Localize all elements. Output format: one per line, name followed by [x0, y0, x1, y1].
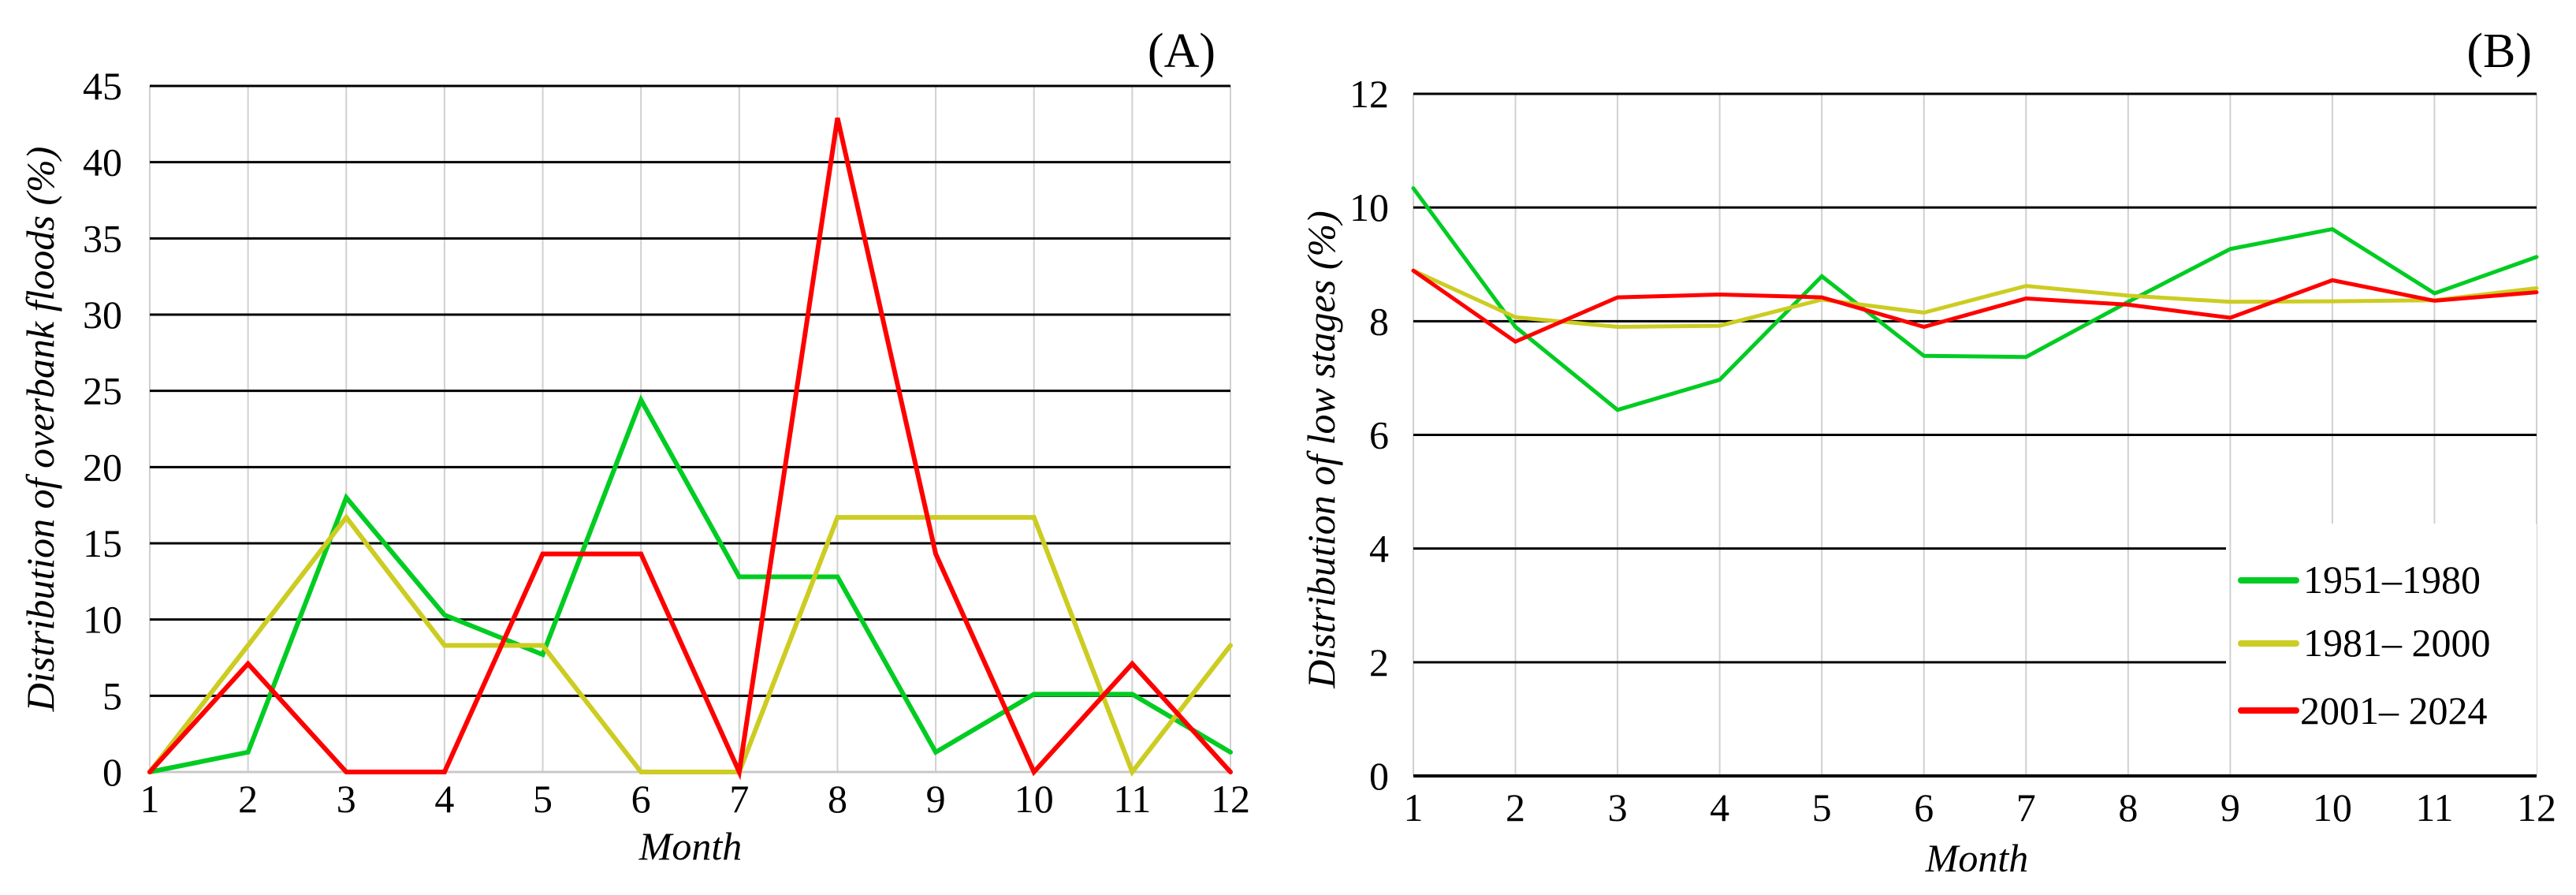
legend-item-1981-2000: 1981– 2000: [2238, 621, 2491, 665]
horizontal-gridlines-b: [1413, 92, 2537, 778]
x-tick-label: 11: [1113, 777, 1151, 821]
legend-background: [2232, 524, 2537, 774]
x-tick-label: 1: [1404, 785, 1424, 830]
legend-label-1981-2000: 1981– 2000: [2303, 621, 2491, 665]
y-tick-label: 30: [83, 293, 122, 337]
y-tick-label: 5: [102, 673, 122, 718]
y-tick-label: 25: [83, 369, 122, 413]
legend-item-1951-1980: 1951–1980: [2238, 558, 2481, 602]
x-tick-label: 10: [2313, 785, 2352, 830]
y-axis-title-b: Distribution of low stages (%): [1299, 211, 1343, 689]
y-tick-label: 2: [1369, 640, 1389, 684]
vertical-gridlines-a: [149, 86, 1231, 772]
x-tick-label: 10: [1014, 777, 1054, 821]
y-tick-labels-b: 0 2 4 6 8 10 12: [1349, 72, 1389, 798]
x-axis-title-b: Month: [1925, 836, 2029, 880]
y-tick-label: 0: [1369, 754, 1389, 798]
series-line-1981-2000: [147, 513, 1233, 778]
x-tick-label: 2: [1506, 785, 1525, 830]
horizontal-gridlines-a: [150, 84, 1230, 774]
x-tick-label: 7: [729, 777, 749, 821]
x-tick-label: 3: [337, 777, 356, 821]
x-tick-label: 1: [140, 777, 160, 821]
series-line-1951-1980: [147, 394, 1233, 774]
series-lines-a: [147, 117, 1233, 781]
x-tick-label: 8: [828, 777, 847, 821]
y-tick-label: 20: [83, 445, 122, 489]
legend-label-2001-2024: 2001– 2024: [2300, 688, 2488, 733]
x-tick-label: 9: [926, 777, 946, 821]
y-tick-label: 4: [1369, 527, 1389, 571]
panel-label-b: (B): [2466, 24, 2532, 78]
y-tick-label: 12: [1349, 72, 1389, 116]
x-tick-label: 6: [631, 777, 651, 821]
legend-label-1951-1980: 1951–1980: [2303, 558, 2481, 602]
series-line-2001-2024: [147, 117, 1233, 781]
x-tick-label: 6: [1914, 785, 1934, 830]
x-tick-labels-b: 1 2 3 4 5 6 7 8 9 10 11 12: [1404, 785, 2557, 830]
y-tick-label: 45: [83, 64, 122, 108]
series-line-1951-1980: [1411, 186, 2539, 412]
y-tick-label: 8: [1369, 299, 1389, 343]
x-tick-labels-a: 1 2 3 4 5 6 7 8 9 10 11 12: [140, 777, 1251, 821]
legend-item-2001-2024: 2001– 2024: [2238, 688, 2488, 733]
x-axis-title-a: Month: [638, 824, 743, 868]
series-line-2001-2024: [1411, 268, 2539, 345]
chart-panel-b: 1951–1980 1981– 2000 2001– 2024 0 2 4 6 8 10 1…: [1299, 24, 2556, 880]
y-tick-labels-a: 0 5 10 15 20 25 30 35 40 45: [83, 64, 122, 794]
series-lines-b: [1411, 186, 2539, 412]
x-tick-label: 4: [434, 777, 454, 821]
y-tick-label: 0: [102, 750, 122, 794]
y-tick-label: 40: [83, 140, 122, 185]
y-tick-label: 35: [83, 216, 122, 260]
x-tick-label: 7: [2016, 785, 2036, 830]
y-tick-label: 6: [1369, 413, 1389, 457]
y-axis-title-a: Distribution of overbank floods (%): [18, 147, 62, 713]
x-tick-label: 9: [2220, 785, 2240, 830]
y-tick-label: 10: [1349, 185, 1389, 229]
x-tick-label: 12: [1211, 777, 1250, 821]
y-tick-label: 10: [83, 598, 122, 642]
x-tick-label: 3: [1608, 785, 1628, 830]
x-tick-label: 8: [2118, 785, 2138, 830]
x-tick-label: 11: [2415, 785, 2453, 830]
x-tick-label: 12: [2517, 785, 2556, 830]
x-tick-label: 5: [1812, 785, 1832, 830]
x-tick-label: 4: [1710, 785, 1729, 830]
x-tick-label: 5: [533, 777, 553, 821]
series-line-1981-2000: [1411, 268, 2539, 330]
legend: 1951–1980 1981– 2000 2001– 2024: [2238, 558, 2491, 733]
panel-label-a: (A): [1148, 24, 1215, 78]
x-tick-label: 2: [238, 777, 258, 821]
y-tick-label: 15: [83, 521, 122, 565]
